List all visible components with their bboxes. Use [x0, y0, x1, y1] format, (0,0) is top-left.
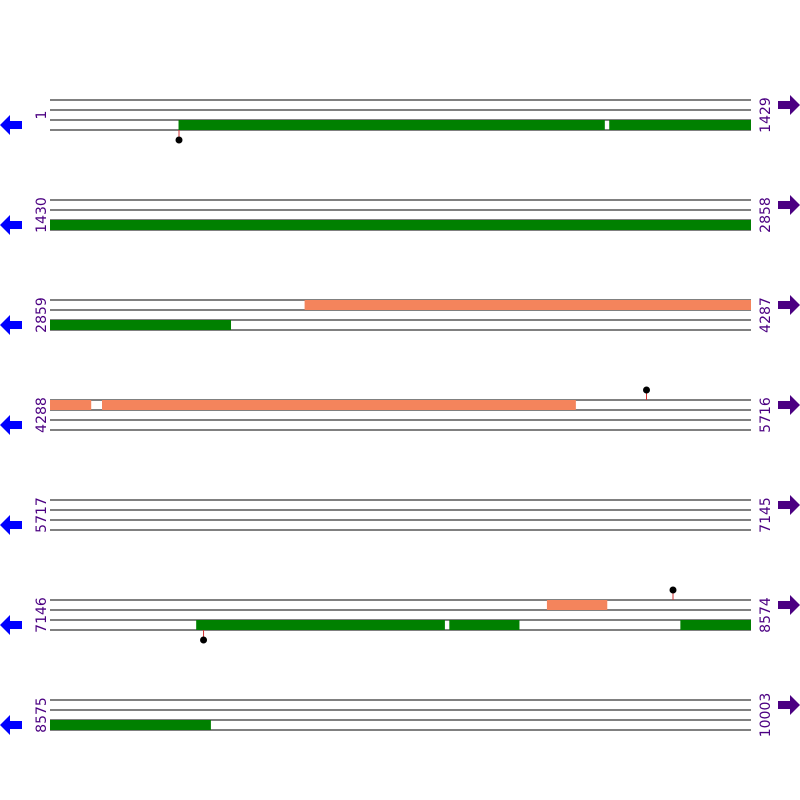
left-arrow-icon: [0, 215, 22, 235]
end-position-label: 2858: [758, 197, 774, 233]
feature-bar: [449, 620, 520, 630]
sequence-row: 2859 4287: [0, 295, 800, 335]
right-arrow-icon: [778, 195, 800, 215]
end-position-label: 10003: [758, 693, 774, 738]
feature-bar: [50, 320, 232, 330]
feature-bar: [609, 120, 751, 130]
feature-bar: [50, 720, 211, 730]
start-position-label: 8575: [34, 697, 50, 733]
sequence-row: 1 1429: [0, 95, 800, 144]
start-position-label: 4288: [34, 397, 50, 433]
sequence-row: 1430 2858: [0, 195, 800, 235]
marker-dot: [643, 386, 651, 394]
end-position-label: 4287: [758, 297, 774, 333]
right-arrow-icon: [778, 595, 800, 615]
sequence-row: 8575 10003: [0, 693, 800, 738]
end-position-label: 5716: [758, 397, 774, 433]
feature-bar: [101, 400, 576, 410]
feature-bar: [178, 120, 605, 130]
start-position-label: 1430: [34, 197, 50, 233]
sequence-row: 5717 7145: [0, 495, 800, 535]
right-arrow-icon: [778, 95, 800, 115]
start-position-label: 5717: [34, 497, 50, 533]
marker-dot: [175, 136, 183, 144]
left-arrow-icon: [0, 515, 22, 535]
start-position-label: 2859: [34, 297, 50, 333]
right-arrow-icon: [778, 395, 800, 415]
feature-bar: [50, 400, 92, 410]
left-arrow-icon: [0, 315, 22, 335]
right-arrow-icon: [778, 495, 800, 515]
right-arrow-icon: [778, 695, 800, 715]
right-arrow-icon: [778, 295, 800, 315]
feature-bar: [196, 620, 445, 630]
end-position-label: 1429: [758, 97, 774, 133]
feature-bar: [680, 620, 751, 630]
start-position-label: 1: [34, 111, 50, 120]
end-position-label: 7145: [758, 497, 774, 533]
left-arrow-icon: [0, 615, 22, 635]
left-arrow-icon: [0, 415, 22, 435]
left-arrow-icon: [0, 715, 22, 735]
left-arrow-icon: [0, 115, 22, 135]
feature-bar: [50, 220, 751, 230]
marker-dot: [200, 636, 208, 644]
sequence-row: 7146 8574: [0, 586, 800, 644]
sequence-row: 4288 5716: [0, 386, 800, 435]
feature-bar: [304, 300, 751, 310]
marker-dot: [669, 586, 677, 594]
end-position-label: 8574: [758, 597, 774, 633]
feature-bar: [546, 600, 608, 610]
start-position-label: 7146: [34, 597, 50, 633]
